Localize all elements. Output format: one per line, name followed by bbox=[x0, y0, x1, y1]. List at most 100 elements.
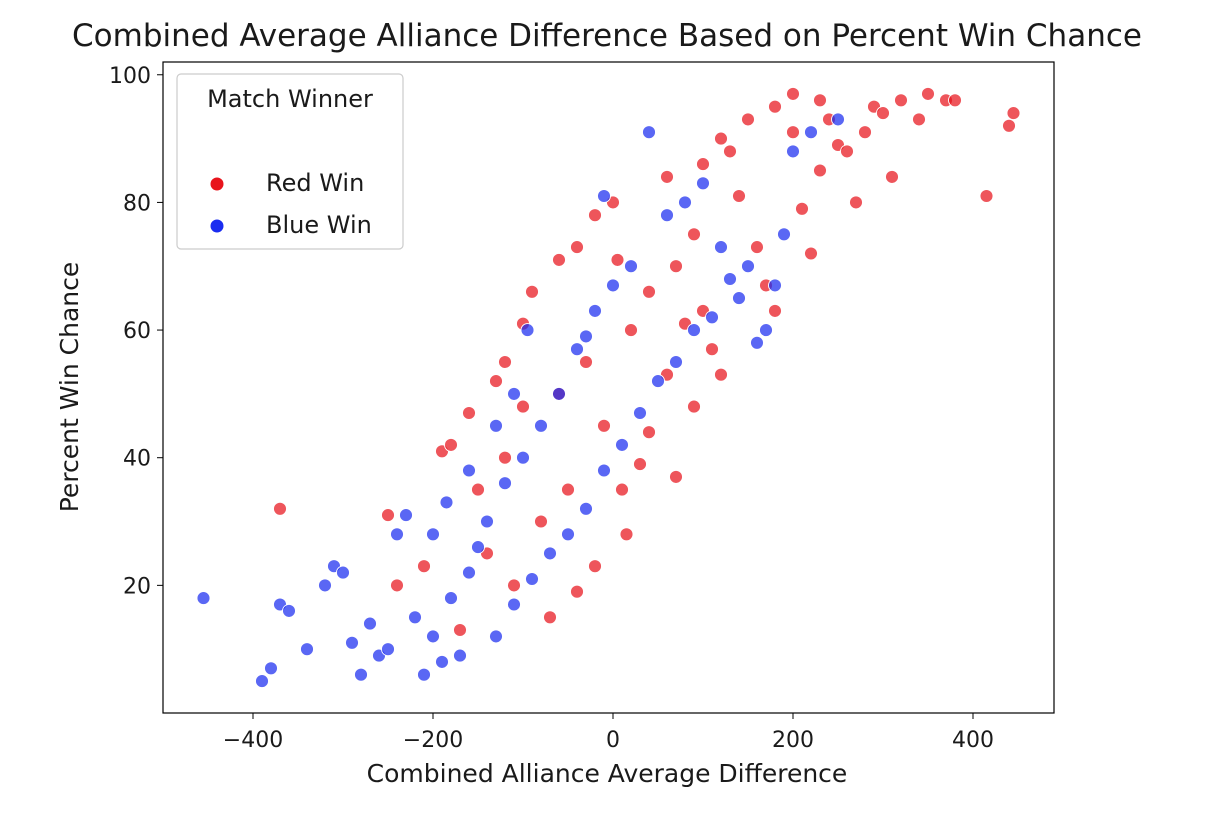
data-point-red-win bbox=[921, 86, 935, 101]
data-point-red-win bbox=[687, 399, 701, 414]
data-point-blue-win bbox=[552, 386, 566, 401]
data-point-blue-win bbox=[417, 667, 431, 682]
data-point-blue-win bbox=[696, 176, 710, 191]
data-point-blue-win bbox=[525, 572, 539, 586]
data-point-blue-win bbox=[462, 463, 476, 478]
data-point-blue-win bbox=[687, 323, 701, 338]
data-point-blue-win bbox=[804, 125, 818, 140]
y-tick-label: 20 bbox=[123, 574, 151, 599]
data-point-red-win bbox=[624, 323, 638, 338]
data-point-red-win bbox=[417, 559, 431, 574]
data-point-blue-win bbox=[561, 527, 575, 542]
data-point-blue-win bbox=[768, 278, 782, 293]
data-point-red-win bbox=[768, 303, 782, 318]
data-point-red-win bbox=[660, 169, 674, 184]
data-point-blue-win bbox=[453, 648, 467, 663]
axis-ticks: −400 −200 0 200 400 20 40 60 80 100 bbox=[109, 64, 994, 753]
data-point-blue-win bbox=[831, 112, 845, 127]
data-point-red-win bbox=[489, 374, 503, 389]
data-point-blue-win bbox=[777, 227, 791, 242]
data-point-red-win bbox=[979, 189, 994, 203]
data-point-blue-win bbox=[480, 514, 494, 529]
data-point-red-win bbox=[610, 252, 625, 267]
y-tick-label: 60 bbox=[123, 319, 151, 344]
data-point-blue-win bbox=[345, 635, 359, 650]
data-point-blue-win bbox=[363, 616, 377, 631]
data-point-red-win bbox=[471, 482, 485, 497]
data-point-blue-win bbox=[741, 259, 755, 274]
data-point-blue-win bbox=[381, 642, 395, 657]
data-point-blue-win bbox=[426, 629, 440, 644]
data-point-blue-win bbox=[651, 374, 665, 389]
data-point-blue-win bbox=[786, 144, 800, 159]
data-point-red-win bbox=[714, 131, 728, 146]
data-point-blue-win bbox=[196, 591, 211, 606]
data-point-red-win bbox=[669, 469, 683, 484]
data-point-red-win bbox=[795, 201, 809, 216]
data-point-red-win bbox=[390, 578, 404, 593]
data-point-red-win bbox=[912, 112, 926, 127]
data-point-red-win bbox=[498, 450, 512, 465]
data-point-blue-win bbox=[489, 629, 503, 644]
data-point-blue-win bbox=[588, 303, 602, 318]
data-point-red-win bbox=[633, 457, 647, 472]
data-point-red-win bbox=[894, 93, 908, 108]
data-point-blue-win bbox=[633, 406, 647, 420]
data-point-red-win bbox=[1006, 106, 1021, 121]
legend-label-blue-win: Blue Win bbox=[266, 211, 372, 239]
data-point-red-win bbox=[273, 501, 287, 516]
data-point-blue-win bbox=[399, 508, 413, 523]
data-point-blue-win bbox=[390, 527, 404, 542]
data-point-blue-win bbox=[507, 597, 521, 612]
data-point-blue-win bbox=[597, 189, 611, 203]
data-point-blue-win bbox=[318, 578, 332, 593]
data-point-red-win bbox=[786, 125, 800, 140]
data-point-red-win bbox=[786, 86, 800, 101]
data-point-blue-win bbox=[705, 310, 719, 325]
chart-title: Combined Average Alliance Difference Bas… bbox=[72, 18, 1142, 54]
data-point-red-win bbox=[381, 508, 395, 523]
data-point-red-win bbox=[516, 399, 530, 414]
data-point-blue-win bbox=[516, 450, 530, 465]
data-point-red-win bbox=[669, 259, 683, 274]
data-point-red-win bbox=[453, 623, 467, 637]
data-point-blue-win bbox=[354, 667, 368, 682]
data-point-blue-win bbox=[678, 195, 692, 210]
x-tick-label: 200 bbox=[772, 728, 814, 753]
data-point-blue-win bbox=[723, 272, 737, 286]
data-point-blue-win bbox=[642, 125, 656, 140]
data-point-red-win bbox=[876, 106, 890, 121]
data-point-red-win bbox=[444, 437, 458, 452]
data-point-blue-win bbox=[543, 546, 557, 561]
data-point-red-win bbox=[561, 482, 575, 497]
data-point-blue-win bbox=[615, 437, 629, 452]
data-point-red-win bbox=[579, 355, 593, 369]
data-point-blue-win bbox=[282, 603, 296, 618]
y-tick-label: 80 bbox=[123, 191, 151, 216]
x-tick-label: 400 bbox=[952, 728, 994, 753]
data-point-red-win bbox=[597, 418, 611, 433]
data-point-blue-win bbox=[520, 323, 535, 338]
legend-marker-blue-win bbox=[209, 218, 225, 234]
data-point-red-win bbox=[849, 195, 863, 210]
data-point-red-win bbox=[615, 482, 629, 497]
data-point-red-win bbox=[619, 527, 634, 542]
data-point-red-win bbox=[723, 144, 737, 159]
data-point-red-win bbox=[768, 99, 782, 114]
data-point-red-win bbox=[750, 240, 764, 255]
x-tick-label: 0 bbox=[606, 728, 620, 753]
data-point-blue-win bbox=[534, 418, 548, 433]
data-point-red-win bbox=[687, 227, 701, 242]
data-point-blue-win bbox=[435, 654, 449, 669]
data-point-red-win bbox=[642, 425, 656, 440]
data-point-blue-win bbox=[426, 527, 440, 542]
legend-title: Match Winner bbox=[207, 85, 373, 113]
data-point-red-win bbox=[840, 144, 854, 159]
data-point-red-win bbox=[858, 125, 872, 140]
plot-frame bbox=[162, 61, 1055, 714]
legend-box bbox=[176, 73, 404, 250]
data-point-blue-win bbox=[579, 329, 593, 344]
data-point-blue-win bbox=[489, 418, 503, 433]
data-point-blue-win bbox=[462, 565, 476, 580]
data-point-blue-win bbox=[444, 591, 458, 606]
